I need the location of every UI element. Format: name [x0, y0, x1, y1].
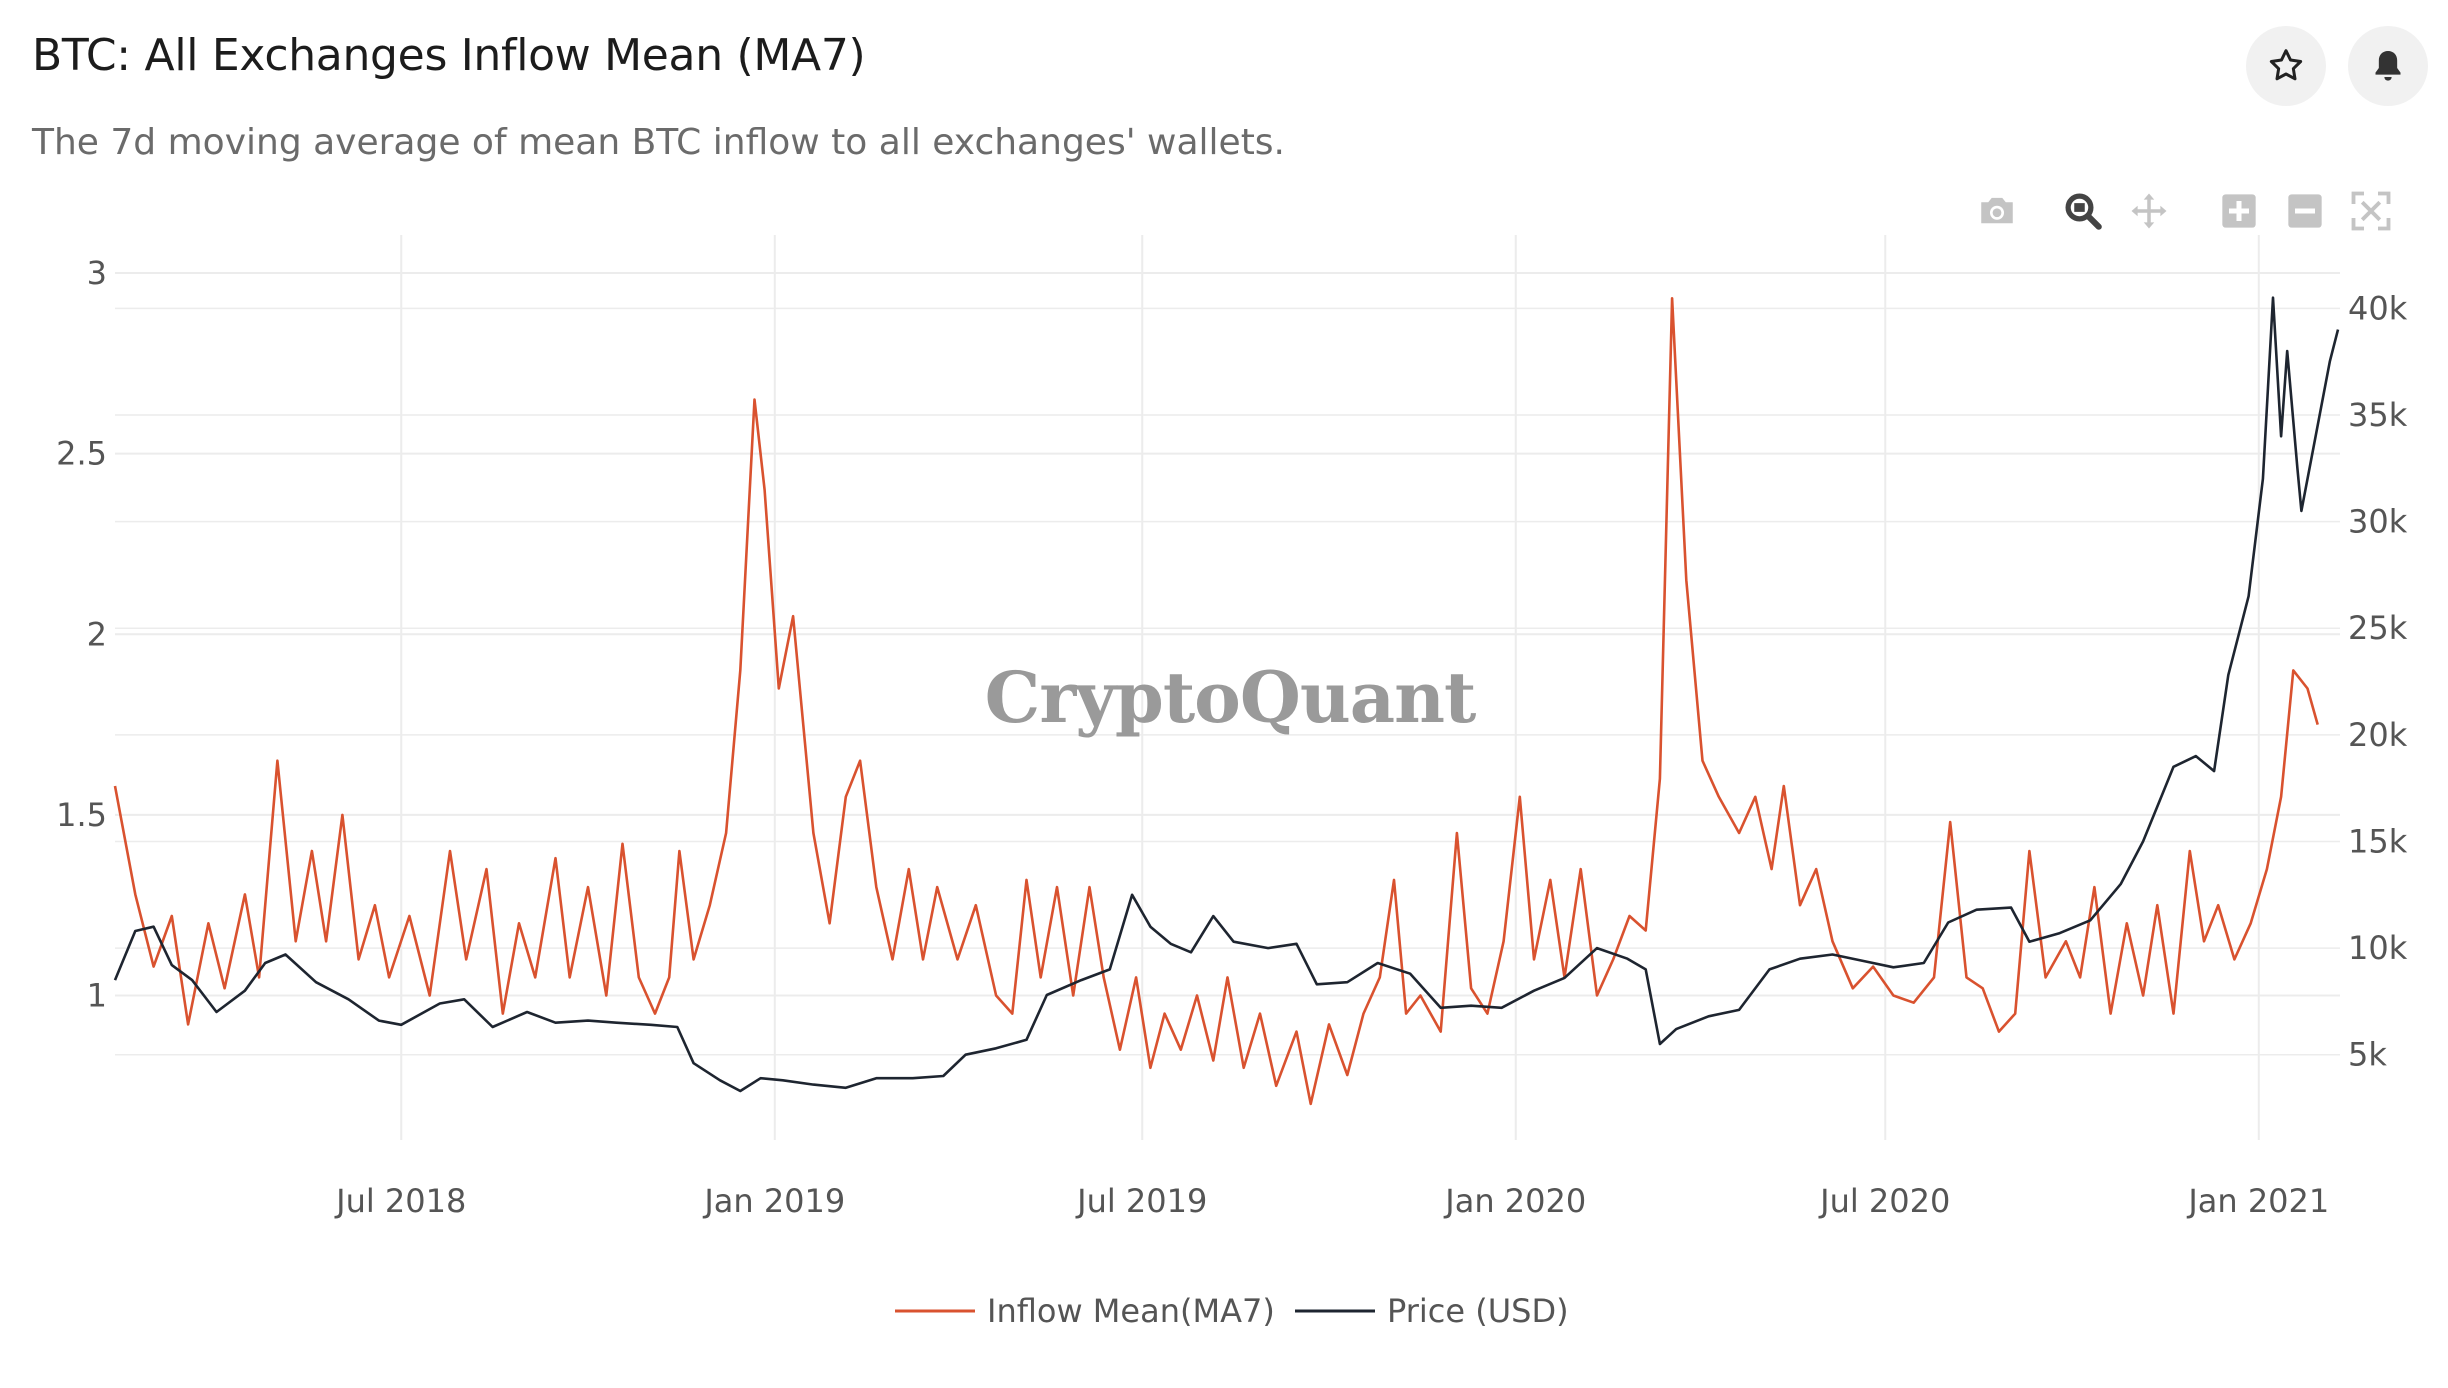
legend: Inflow Mean(MA7) Price (USD) [895, 1292, 1569, 1330]
bell-icon [2375, 51, 2401, 81]
legend-inflow-label: Inflow Mean(MA7) [987, 1292, 1275, 1330]
x-tick-label: Jan 2019 [702, 1182, 845, 1220]
y-right-tick-label: 35k [2348, 396, 2408, 434]
zoom-out-icon [2288, 194, 2322, 228]
x-tick-label: Jul 2018 [334, 1182, 466, 1220]
inflow-mean-line [113, 297, 2319, 1106]
zoom-in-button[interactable] [2214, 186, 2264, 236]
zoom-in-icon [2222, 194, 2256, 228]
y-right-tick-label: 20k [2348, 716, 2408, 754]
price-line [113, 296, 2340, 1093]
x-tick-label: Jan 2020 [1443, 1182, 1586, 1220]
y-right-tick-label: 30k [2348, 503, 2408, 541]
page-title: BTC: All Exchanges Inflow Mean (MA7) [32, 30, 866, 81]
download-png-button[interactable] [1972, 186, 2022, 236]
series-layer [113, 296, 2340, 1106]
y-left-tick-label: 1.5 [56, 796, 107, 834]
y-left-tick-label: 1 [87, 977, 107, 1015]
autoscale-icon [2351, 191, 2391, 231]
zoom-icon [2065, 193, 2102, 230]
y-right-tick-label: 15k [2348, 822, 2408, 860]
x-tick-label: Jul 2019 [1075, 1182, 1207, 1220]
autoscale-button[interactable] [2346, 186, 2396, 236]
y-right-tick-label: 25k [2348, 609, 2408, 647]
zoom-out-button[interactable] [2280, 186, 2330, 236]
zoom-button[interactable] [2058, 186, 2108, 236]
page-subtitle: The 7d moving average of mean BTC inflow… [32, 122, 1286, 163]
y-left-tick-label: 2.5 [56, 435, 107, 473]
camera-icon [1981, 197, 2013, 224]
star-icon [2269, 49, 2303, 81]
y-left-tick-label: 3 [87, 254, 107, 292]
alert-button[interactable] [2348, 26, 2428, 106]
x-tick-label: Jul 2020 [1818, 1182, 1950, 1220]
watermark: CryptoQuant [985, 656, 1476, 739]
grid-lines [115, 235, 2340, 1140]
pan-icon [2131, 193, 2167, 229]
favorite-button[interactable] [2246, 26, 2326, 106]
pan-button[interactable] [2124, 186, 2174, 236]
y-left-tick-label: 2 [87, 615, 107, 653]
chart-modebar [0, 186, 2448, 236]
x-tick-label: Jan 2021 [2186, 1182, 2329, 1220]
y-right-tick-label: 10k [2348, 929, 2408, 967]
legend-price-label: Price (USD) [1387, 1292, 1569, 1330]
y-right-tick-label: 5k [2348, 1036, 2387, 1074]
y-right-tick-label: 40k [2348, 289, 2408, 327]
